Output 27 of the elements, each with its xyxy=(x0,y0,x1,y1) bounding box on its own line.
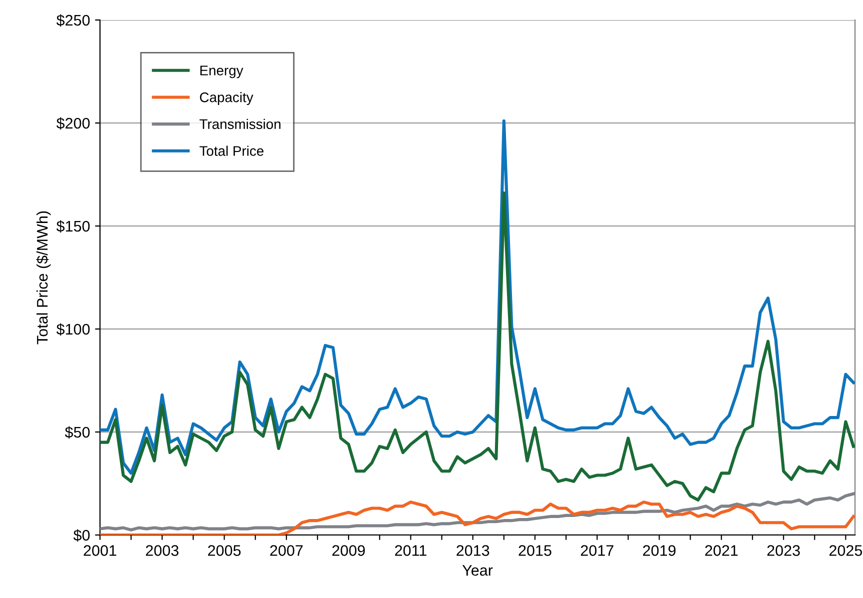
line-series xyxy=(100,119,855,475)
y-tick-label: $100 xyxy=(56,323,90,336)
x-tick-label: 2023 xyxy=(767,545,800,556)
x-axis-title: Year xyxy=(462,565,493,576)
x-tick-label: 2007 xyxy=(270,545,303,556)
x-tick-label: 2021 xyxy=(705,545,738,556)
x-tick-label: 2019 xyxy=(643,545,676,556)
y-tick-label: $0 xyxy=(73,529,90,542)
x-tick-label: 2015 xyxy=(518,545,552,556)
y-tick-label: $50 xyxy=(64,426,90,439)
legend-label: Capacity xyxy=(200,92,254,105)
x-tick-label: 2017 xyxy=(580,545,614,556)
y-tick-label: $200 xyxy=(56,117,90,130)
x-tick-label: 2005 xyxy=(208,545,241,556)
legend-label: Energy xyxy=(200,66,244,78)
x-tick-label: 2011 xyxy=(395,545,426,556)
x-tick-label: 2009 xyxy=(332,545,365,556)
x-tick-label: 2001 xyxy=(84,545,116,556)
line-series xyxy=(100,192,855,502)
legend-label: Transmission xyxy=(200,118,280,130)
legend-label: Total Price xyxy=(200,146,264,156)
y-tick-label: $250 xyxy=(56,14,90,27)
x-tick-label: 2003 xyxy=(146,545,178,556)
y-tick-label: $150 xyxy=(56,220,90,233)
y-axis-title: Total Price ($/MWh) xyxy=(36,211,51,344)
x-tick-label: 2013 xyxy=(456,545,490,556)
x-tick-label: 2025 xyxy=(829,545,862,556)
